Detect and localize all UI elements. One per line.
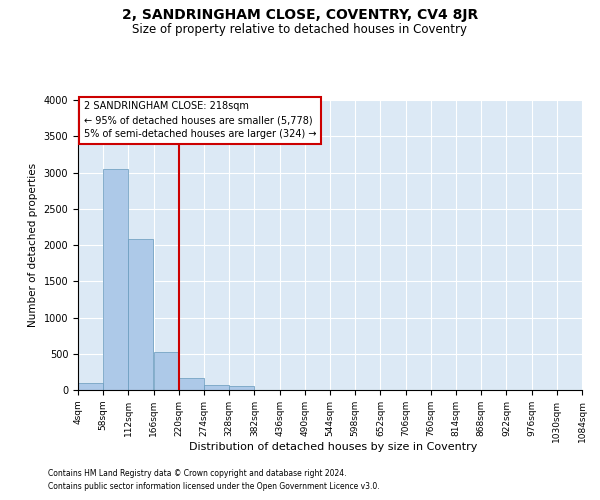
Bar xyxy=(179,378,204,390)
Text: Contains public sector information licensed under the Open Government Licence v3: Contains public sector information licen… xyxy=(48,482,380,491)
Bar xyxy=(154,352,179,390)
Text: Contains HM Land Registry data © Crown copyright and database right 2024.: Contains HM Land Registry data © Crown c… xyxy=(48,468,347,477)
Bar xyxy=(128,239,154,390)
Text: 2, SANDRINGHAM CLOSE, COVENTRY, CV4 8JR: 2, SANDRINGHAM CLOSE, COVENTRY, CV4 8JR xyxy=(122,8,478,22)
Text: Size of property relative to detached houses in Coventry: Size of property relative to detached ho… xyxy=(133,22,467,36)
Bar xyxy=(229,386,254,390)
Text: 2 SANDRINGHAM CLOSE: 218sqm
← 95% of detached houses are smaller (5,778)
5% of s: 2 SANDRINGHAM CLOSE: 218sqm ← 95% of det… xyxy=(84,102,317,140)
Y-axis label: Number of detached properties: Number of detached properties xyxy=(28,163,38,327)
Text: Distribution of detached houses by size in Coventry: Distribution of detached houses by size … xyxy=(189,442,477,452)
Bar xyxy=(78,383,103,390)
Bar xyxy=(204,386,229,390)
Bar xyxy=(103,169,128,390)
